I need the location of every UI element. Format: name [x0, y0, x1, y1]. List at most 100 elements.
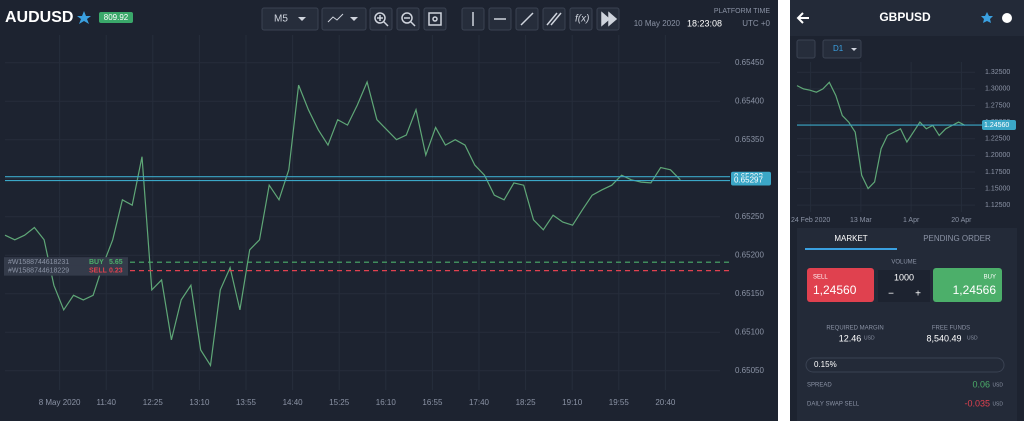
volume-plus[interactable]: +	[915, 289, 921, 300]
tab-pending[interactable]: PENDING ORDER	[923, 234, 991, 243]
x-tick-label: 17:40	[469, 398, 490, 407]
x-tick-label: 8 May 2020	[39, 398, 81, 407]
order-tag	[4, 265, 128, 276]
x-tick-label: 16:55	[422, 398, 443, 407]
level-tag	[731, 175, 771, 186]
channel[interactable]	[542, 7, 566, 31]
y-tick-label: 0.65200	[735, 250, 764, 259]
info-button[interactable]	[1002, 13, 1012, 23]
zoom-fit[interactable]	[423, 7, 447, 31]
x-tick-label: 19:55	[609, 398, 630, 407]
y-tick-label: 1.15000	[985, 185, 1010, 192]
order-id: #W1588744618231	[8, 259, 69, 266]
margin-value: 12.46	[839, 333, 862, 343]
main-panel	[0, 0, 778, 421]
sell-label: SELL	[813, 275, 828, 281]
order-amount: 0.23	[109, 267, 123, 274]
zoom-out[interactable]	[396, 7, 420, 31]
swap-unit: USD	[992, 401, 1003, 407]
volume-minus[interactable]: −	[888, 289, 894, 300]
platform-clock: 18:23:08	[687, 18, 722, 28]
order-tag	[4, 257, 128, 268]
y-tick-label: 1.17500	[985, 169, 1010, 176]
level-tag	[982, 120, 1016, 131]
indicators[interactable]	[569, 7, 593, 31]
spread-value: 0.06	[972, 379, 990, 389]
volume: 1000	[894, 272, 914, 282]
tab-market[interactable]: MARKET	[834, 234, 867, 243]
price-line	[4, 80, 681, 368]
percent: 0.15%	[814, 360, 837, 369]
y-tick-label: 0.65050	[735, 366, 764, 375]
star[interactable]	[77, 11, 91, 24]
swap-value: -0.035	[964, 398, 990, 408]
badge-text: 809.92	[104, 13, 129, 22]
symbol: AUDUSD	[5, 9, 73, 26]
x-tick-label: 11:40	[96, 398, 116, 407]
side-symbol: GBPUSD	[879, 10, 931, 24]
y-tick-label: 1.20000	[985, 152, 1010, 159]
caret	[350, 17, 358, 21]
spread-unit: USD	[992, 382, 1003, 388]
expand-button[interactable]	[796, 39, 816, 59]
spread-label: SPREAD	[807, 383, 832, 389]
side-timeframe-select[interactable]	[822, 39, 862, 59]
volume-box[interactable]	[878, 270, 930, 302]
tool-icons	[374, 11, 618, 27]
x-tick-label: 13:10	[189, 398, 210, 407]
x-tick-label: 24 Feb 2020	[791, 217, 830, 224]
order-amount: 5.65	[109, 259, 123, 266]
funds-label: FREE FUNDS	[932, 326, 970, 332]
y-tick-label: 1.32500	[985, 69, 1010, 76]
y-tick-label: 1.22500	[985, 136, 1010, 143]
y-tick-label: 0.65250	[735, 212, 764, 221]
back-button[interactable]	[796, 12, 809, 24]
x-tick-label: 13:55	[236, 398, 257, 407]
level-label: 1.24560	[984, 122, 1009, 129]
x-tick-label: 12:25	[143, 398, 164, 407]
timeframe-select[interactable]	[261, 7, 319, 31]
side-timeframe: D1	[833, 44, 844, 53]
y-tick-label: 0.65350	[735, 135, 764, 144]
x-tick-label: 15:25	[329, 398, 350, 407]
order-side: SELL	[89, 267, 108, 274]
star[interactable]	[981, 12, 993, 23]
y-tick-label: 1.12500	[985, 202, 1010, 209]
x-tick-label: 13 Mar	[850, 217, 872, 224]
funds-value: 8,540.49	[926, 333, 961, 343]
percent-bar	[805, 357, 1005, 373]
caret	[851, 48, 857, 51]
margin-label: REQUIRED MARGIN	[826, 326, 883, 332]
order-panel	[797, 228, 1017, 421]
volume-label: VOLUME	[891, 260, 916, 266]
buy-label: BUY	[984, 275, 996, 281]
badge	[99, 12, 133, 23]
chart-type-icon	[327, 13, 344, 23]
price-line	[796, 81, 966, 190]
buy-button[interactable]	[933, 268, 1002, 302]
y-tick-label: 1.27500	[985, 102, 1010, 109]
y-tick-label: 0.65100	[735, 327, 764, 336]
fx-icon: f(x)	[575, 14, 589, 25]
chart-type-select[interactable]	[321, 7, 367, 31]
x-tick-label: 20:40	[655, 398, 676, 407]
x-tick-label: 18:25	[516, 398, 537, 407]
funds-unit: USD	[967, 335, 978, 341]
x-tick-label: 19:10	[562, 398, 583, 407]
y-tick-label: 1.30000	[985, 86, 1010, 93]
level-label: 0.65297	[734, 176, 763, 185]
order-side: BUY	[89, 259, 104, 266]
y-tick-label: 0.65150	[735, 289, 764, 298]
platform-time-label: PLATFORM TIME	[714, 8, 770, 15]
sell-button[interactable]	[807, 268, 874, 302]
zoom-in[interactable]	[369, 7, 393, 31]
timeframe: M5	[274, 14, 288, 25]
platform-zone: UTC +0	[742, 19, 770, 28]
caret	[298, 17, 306, 21]
platform-date: 10 May 2020	[634, 19, 681, 28]
sell-price: 1,24560	[813, 283, 857, 297]
buy-price: 1,24566	[953, 283, 997, 297]
y-tick-label: 0.65400	[735, 96, 764, 105]
